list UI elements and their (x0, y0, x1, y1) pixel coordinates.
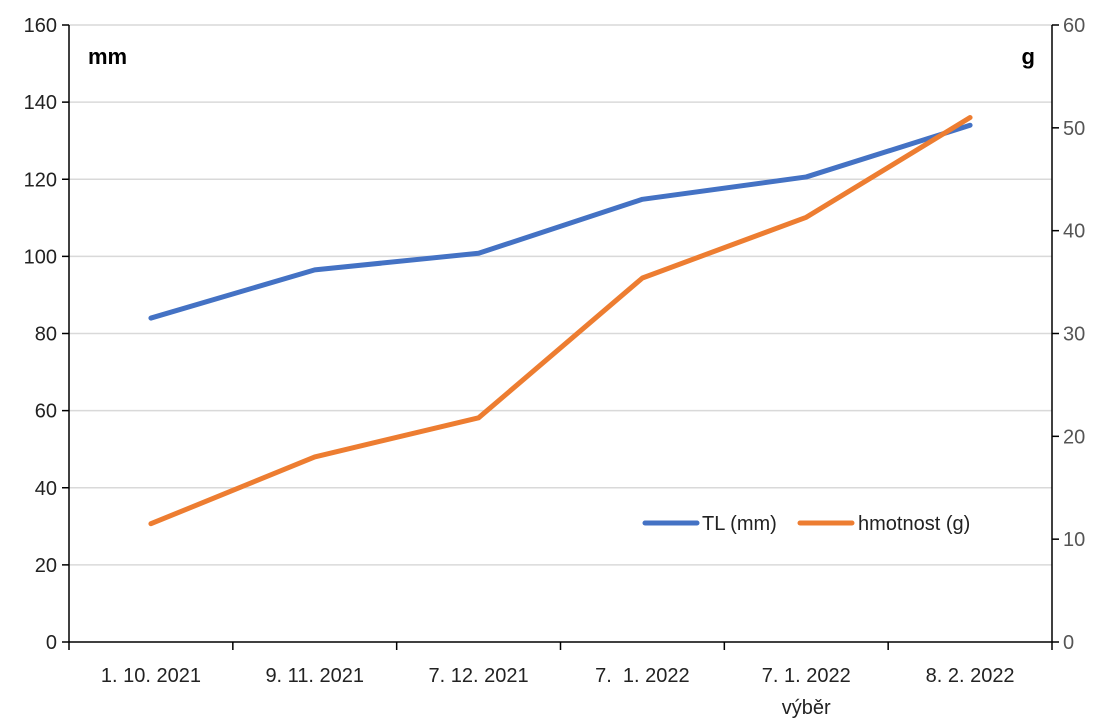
right-tick-label: 40 (1063, 221, 1085, 243)
left-tick-label: 120 (24, 169, 57, 191)
right-tick-label: 0 (1063, 632, 1074, 654)
left-tick-label: 80 (35, 324, 57, 346)
right-tick-label: 10 (1063, 529, 1085, 551)
left-tick-label: 20 (35, 555, 57, 577)
x-tick-label: 7. 1. 2022 (762, 665, 851, 687)
legend: TL (mm) hmotnost (g) (642, 513, 970, 535)
x-tick-label: 9. 11. 2021 (265, 665, 364, 687)
series-line-length (148, 122, 973, 321)
left-tick-label: 0 (46, 632, 57, 654)
right-axis-unit: g (1022, 44, 1035, 69)
x-tick-label: 8. 2. 2022 (926, 665, 1015, 687)
left-tick-label: 160 (24, 15, 57, 37)
x-tick-label: 7. 12. 2021 (429, 665, 529, 687)
right-tick-label: 20 (1063, 426, 1085, 448)
left-axis-unit: mm (88, 44, 127, 69)
left-tick-label: 100 (24, 246, 57, 268)
x-axis-title: výběr (782, 697, 831, 719)
right-tick-label: 60 (1063, 15, 1085, 37)
left-tick-label: 140 (24, 92, 57, 114)
x-tick-label: 7. 1. 2022 (595, 665, 690, 687)
gridlines (69, 24, 1052, 566)
left-tick-label: 40 (35, 478, 57, 500)
series (148, 115, 973, 527)
legend-label: TL (mm) (702, 513, 777, 535)
right-tick-label: 30 (1063, 324, 1085, 346)
legend-label: hmotnost (g) (858, 513, 970, 535)
ticks: 0 20 40 60 80 100 120 140 160 0 10 20 30 40 50 60 1. 10.… (24, 15, 1086, 687)
left-tick-label: 60 (35, 401, 57, 423)
right-tick-label: 50 (1063, 118, 1085, 140)
x-tick-label: 1. 10. 2021 (101, 665, 201, 687)
series-line-weight (148, 115, 973, 527)
